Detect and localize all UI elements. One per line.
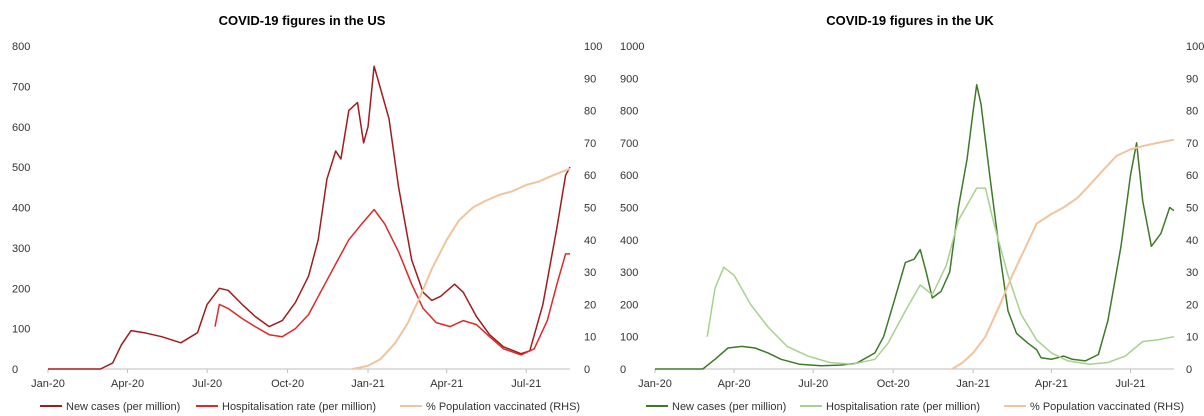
y-tick-label: 100 [12,324,30,336]
x-tick-label: Jan-21 [351,378,385,390]
x-tick-label: Jan-21 [956,378,990,390]
series-line-3 [352,167,571,370]
legend-label: New cases (per million) [672,401,786,413]
y-tick-label: 0 [620,364,626,376]
series-line-2 [706,187,1175,365]
y-tick-label: 500 [620,203,638,215]
y2-tick-label: 90 [584,73,596,85]
series-line-3 [951,138,1175,370]
series-line-2 [214,208,570,356]
x-tick-label: Jul-20 [798,378,828,390]
y-tick-label: 400 [620,235,638,247]
chart-title: COVID-19 figures in the US [219,13,386,28]
chart-us: COVID-19 figures in the US 0100200300400… [12,13,602,413]
y-tick-label: 800 [620,106,638,118]
y-tick-label: 900 [620,73,638,85]
x-tick-label: Oct-20 [271,378,304,390]
chart-uk: COVID-19 figures in the UK 0100200300400… [620,13,1204,413]
y-tick-label: 200 [620,299,638,311]
legend-label: Hospitalisation rate (per million) [826,401,980,413]
y-tick-label: 600 [12,122,30,134]
chart-title: COVID-19 figures in the UK [826,13,994,28]
y-tick-label: 1000 [620,41,644,53]
x-tick-label: Apr-21 [1035,378,1068,390]
y2-tick-label: 80 [584,106,596,118]
legend-label: New cases (per million) [66,401,180,413]
x-tick-label: Apr-21 [430,378,463,390]
legend-label: Hospitalisation rate (per million) [222,401,376,413]
y2-tick-label: 80 [1186,106,1198,118]
y2-tick-label: 20 [1186,299,1198,311]
y2-tick-label: 30 [584,267,596,279]
y-tick-label: 300 [12,243,30,255]
y2-tick-label: 20 [584,299,596,311]
x-tick-label: Oct-20 [877,378,910,390]
legend-label: % Population vaccinated (RHS) [426,401,580,413]
y2-tick-label: 50 [1186,203,1198,215]
y-tick-label: 400 [12,203,30,215]
x-tick-label: Jul-20 [192,378,222,390]
series-line-1 [48,65,571,370]
y-tick-label: 0 [12,364,18,376]
y2-tick-label: 40 [584,235,596,247]
y2-tick-label: 100 [1186,41,1204,53]
x-tick-label: Jan-20 [31,378,65,390]
y2-tick-label: 70 [584,138,596,150]
y-tick-label: 300 [620,267,638,279]
x-tick-label: Jul-21 [511,378,541,390]
y-tick-label: 200 [12,283,30,295]
y2-tick-label: 70 [1186,138,1198,150]
y2-tick-label: 50 [584,203,596,215]
y2-tick-label: 40 [1186,235,1198,247]
y2-tick-label: 10 [584,332,596,344]
x-tick-label: Jan-20 [638,378,672,390]
y-tick-label: 500 [12,162,30,174]
y2-tick-label: 30 [1186,267,1198,279]
series-line-1 [655,84,1175,370]
y-tick-label: 800 [12,41,30,53]
y-tick-label: 700 [620,138,638,150]
x-tick-label: Jul-21 [1116,378,1146,390]
x-tick-label: Apr-20 [111,378,144,390]
y2-tick-label: 90 [1186,73,1198,85]
y2-tick-label: 10 [1186,332,1198,344]
y2-tick-label: 100 [584,41,602,53]
y-tick-label: 100 [620,332,638,344]
legend-label: % Population vaccinated (RHS) [1030,401,1184,413]
y2-tick-label: 60 [1186,170,1198,182]
y2-tick-label: 0 [1186,364,1192,376]
y2-tick-label: 60 [584,170,596,182]
y2-tick-label: 0 [584,364,590,376]
y-tick-label: 600 [620,170,638,182]
y-tick-label: 700 [12,81,30,93]
x-tick-label: Apr-20 [718,378,751,390]
